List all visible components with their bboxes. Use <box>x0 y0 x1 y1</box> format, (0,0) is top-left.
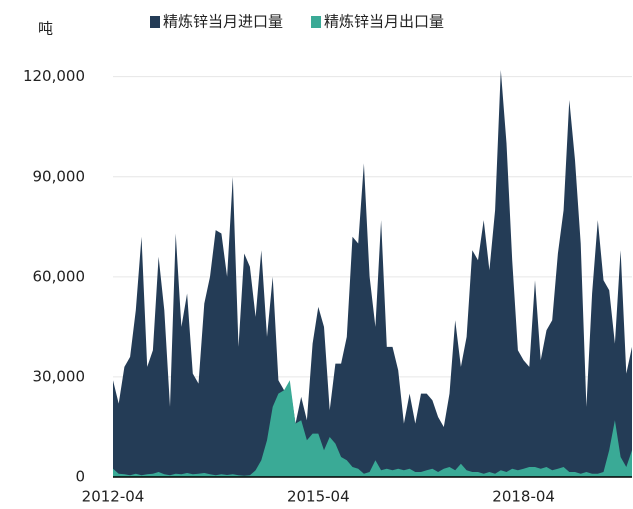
y-tick-label: 30,000 <box>33 367 86 385</box>
y-tick-label: 0 <box>75 468 85 486</box>
legend-label: 精炼锌当月出口量 <box>324 13 444 31</box>
legend-swatch <box>150 16 160 28</box>
y-tick-label: 90,000 <box>33 167 86 185</box>
x-tick-label: 2015-04 <box>287 488 350 506</box>
legend-swatch <box>311 16 322 28</box>
y-tick-label: 120,000 <box>23 67 85 85</box>
legend-label: 精炼锌当月进口量 <box>163 13 283 31</box>
x-tick-label: 2012-04 <box>82 488 145 506</box>
y-unit-label: 吨 <box>38 20 53 38</box>
y-tick-label: 60,000 <box>33 267 86 285</box>
x-tick-label: 2018-04 <box>492 488 555 506</box>
area <box>113 70 632 477</box>
